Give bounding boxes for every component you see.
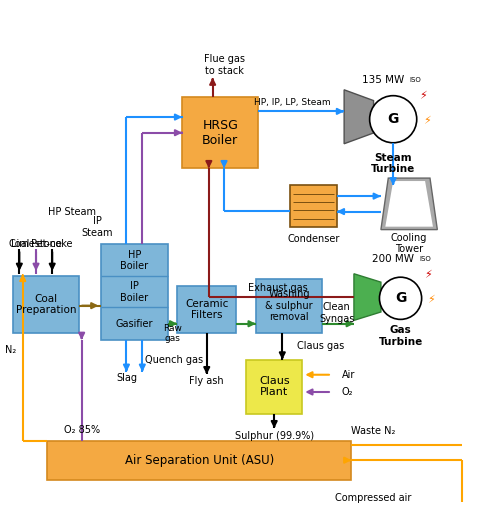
FancyBboxPatch shape (182, 97, 258, 168)
Text: ⚡: ⚡ (428, 295, 435, 305)
Text: O₂: O₂ (341, 387, 353, 397)
Polygon shape (381, 178, 437, 230)
Text: Air Separation Unit (ASU): Air Separation Unit (ASU) (125, 453, 274, 467)
Polygon shape (344, 90, 373, 144)
Text: Ceramic
Filters: Ceramic Filters (185, 299, 228, 320)
Circle shape (369, 96, 417, 143)
Text: ⚡: ⚡ (423, 116, 430, 126)
FancyBboxPatch shape (290, 186, 337, 227)
Polygon shape (385, 181, 433, 226)
Text: Quench gas: Quench gas (145, 355, 203, 365)
Text: Gasifier: Gasifier (116, 319, 153, 329)
FancyBboxPatch shape (246, 360, 303, 414)
FancyBboxPatch shape (256, 279, 322, 333)
Text: 200 MW: 200 MW (372, 254, 414, 264)
Text: G: G (395, 291, 406, 305)
Text: Clean
Syngas: Clean Syngas (319, 302, 354, 324)
Text: N₂: N₂ (5, 345, 16, 355)
FancyBboxPatch shape (47, 440, 351, 480)
Text: Steam
Turbine: Steam Turbine (371, 153, 415, 174)
Text: Compressed air: Compressed air (336, 493, 412, 503)
Text: HP Steam: HP Steam (48, 208, 96, 218)
Text: HP, IP, LP, Steam: HP, IP, LP, Steam (254, 98, 331, 107)
Text: ⚡: ⚡ (424, 271, 432, 281)
Text: Sulphur (99.9%): Sulphur (99.9%) (235, 430, 314, 441)
Text: Air: Air (341, 370, 355, 380)
Text: Cooling
Tower: Cooling Tower (391, 233, 428, 254)
Text: O₂ 85%: O₂ 85% (63, 425, 100, 435)
Text: Waste N₂: Waste N₂ (351, 426, 396, 436)
Text: Condenser: Condenser (287, 234, 339, 244)
Text: Coal: Coal (9, 240, 30, 249)
Text: Washing
& sulphur
removal: Washing & sulphur removal (265, 289, 313, 322)
Text: ISO: ISO (409, 77, 421, 83)
Text: ⚡: ⚡ (419, 92, 427, 101)
Text: Raw
gas: Raw gas (163, 324, 182, 343)
Text: HP
Boiler: HP Boiler (121, 250, 149, 271)
FancyBboxPatch shape (101, 244, 167, 340)
FancyBboxPatch shape (177, 286, 236, 333)
Text: Claus
Plant: Claus Plant (259, 376, 289, 397)
Text: Gas
Turbine: Gas Turbine (378, 325, 423, 347)
FancyBboxPatch shape (13, 276, 79, 333)
Text: Fly ash: Fly ash (189, 376, 224, 386)
Text: Pet-coke: Pet-coke (31, 240, 73, 249)
Polygon shape (354, 274, 381, 321)
Text: IP
Boiler: IP Boiler (121, 281, 149, 303)
Text: ISO: ISO (419, 256, 431, 262)
Text: Coal
Preparation: Coal Preparation (16, 293, 76, 315)
Text: IP
Steam: IP Steam (82, 217, 113, 238)
Text: 135 MW: 135 MW (362, 75, 404, 85)
Text: Claus gas: Claus gas (297, 341, 344, 351)
Text: HRSG
Boiler: HRSG Boiler (202, 119, 238, 147)
Text: Flue gas
to stack: Flue gas to stack (204, 54, 246, 76)
Circle shape (379, 277, 422, 320)
Text: Exhaust gas: Exhaust gas (248, 283, 308, 293)
Text: Slag: Slag (116, 373, 137, 383)
Text: G: G (388, 112, 399, 126)
Text: Limestone: Limestone (11, 240, 62, 249)
